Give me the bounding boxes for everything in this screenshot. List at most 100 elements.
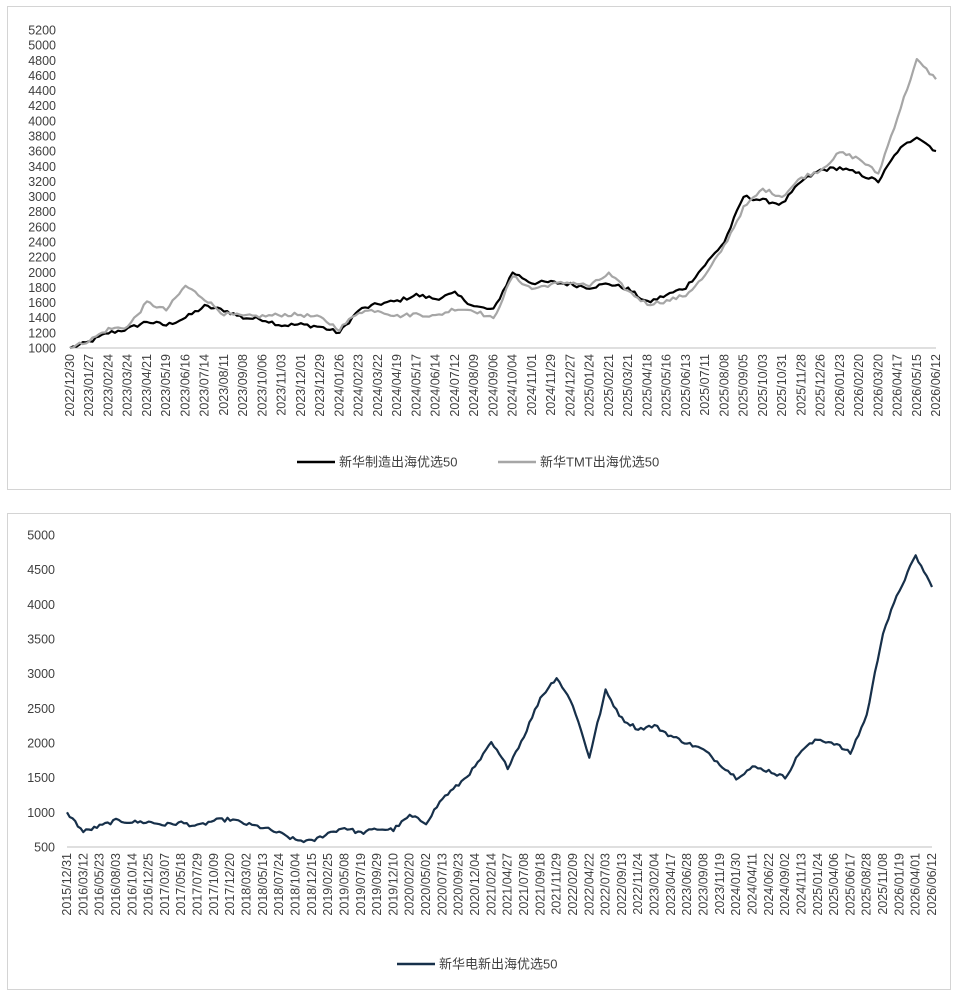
x-tick-label: 2019/07/19 xyxy=(354,853,368,916)
x-tick-label: 2026/01/23 xyxy=(833,354,847,417)
x-tick-label: 2023/05/19 xyxy=(159,354,173,417)
x-tick-label: 2015/12/31 xyxy=(60,853,74,916)
x-tick-label: 2025/08/28 xyxy=(860,853,874,916)
y-tick-label: 3000 xyxy=(28,190,56,204)
x-tick-label: 2025/10/03 xyxy=(756,354,770,417)
x-tick-label: 2025/06/13 xyxy=(679,354,693,417)
x-tick-label: 2023/01/27 xyxy=(82,354,96,417)
x-tick-label: 2018/10/04 xyxy=(288,853,302,916)
y-tick-label: 1400 xyxy=(28,311,56,325)
y-tick-label: 3200 xyxy=(28,175,56,189)
x-tick-label: 2024/10/04 xyxy=(506,354,520,417)
x-tick-label: 2025/11/08 xyxy=(876,853,890,915)
x-tick-label: 2021/09/18 xyxy=(533,853,547,916)
y-tick-label: 3800 xyxy=(28,130,56,144)
series-line xyxy=(69,58,937,350)
x-tick-label: 2024/06/14 xyxy=(429,354,443,417)
y-tick-label: 2500 xyxy=(27,702,55,716)
x-tick-label: 2024/01/26 xyxy=(332,354,346,417)
x-tick-label: 2024/11/01 xyxy=(525,354,539,416)
x-tick-label: 2025/03/21 xyxy=(621,354,635,417)
legend-label: 新华TMT出海优选50 xyxy=(540,455,659,470)
x-tick-label: 2023/10/06 xyxy=(255,354,269,417)
x-tick-label: 2024/04/11 xyxy=(745,853,759,915)
x-tick-label: 2023/12/29 xyxy=(313,354,327,417)
x-tick-label: 2023/02/24 xyxy=(101,354,115,417)
y-tick-label: 3600 xyxy=(28,145,56,159)
chart-panel-new-energy xyxy=(7,513,951,990)
x-tick-label: 2024/12/27 xyxy=(563,354,577,417)
y-tick-label: 5000 xyxy=(27,529,55,543)
y-tick-label: 2800 xyxy=(28,205,56,219)
x-tick-label: 2024/05/17 xyxy=(409,354,423,417)
x-tick-label: 2025/12/26 xyxy=(814,354,828,417)
x-tick-label: 2021/11/29 xyxy=(550,853,564,915)
x-tick-label: 2023/04/21 xyxy=(140,354,154,417)
x-tick-label: 2023/12/01 xyxy=(294,354,308,417)
x-tick-label: 2021/04/27 xyxy=(501,853,515,916)
x-tick-label: 2024/01/30 xyxy=(729,853,743,916)
x-tick-label: 2017/12/20 xyxy=(223,853,237,916)
y-tick-label: 1600 xyxy=(28,296,56,310)
y-tick-label: 4000 xyxy=(27,598,55,612)
x-tick-label: 2024/03/22 xyxy=(371,354,385,417)
x-tick-label: 2026/05/15 xyxy=(910,354,924,417)
x-tick-label: 2025/04/18 xyxy=(640,354,654,417)
x-tick-label: 2024/09/02 xyxy=(778,853,792,916)
y-tick-label: 3000 xyxy=(27,667,55,681)
y-tick-label: 500 xyxy=(34,841,55,855)
x-tick-label: 2024/08/09 xyxy=(467,354,481,417)
x-tick-label: 2023/11/19 xyxy=(713,853,727,915)
y-tick-label: 4000 xyxy=(28,114,56,128)
x-tick-label: 2017/03/07 xyxy=(158,853,172,916)
x-tick-label: 2026/03/20 xyxy=(871,354,885,417)
x-tick-label: 2022/07/03 xyxy=(599,853,613,916)
x-tick-label: 2022/11/24 xyxy=(631,853,645,915)
x-tick-label: 2018/12/15 xyxy=(305,853,319,916)
y-tick-label: 1500 xyxy=(27,771,55,785)
series-line xyxy=(69,136,937,349)
x-tick-label: 2025/01/24 xyxy=(583,354,597,417)
y-tick-label: 1800 xyxy=(28,281,56,295)
x-tick-label: 2016/10/14 xyxy=(125,853,139,916)
chart-panel-manufacturing-tmt xyxy=(7,6,951,490)
x-tick-label: 2023/08/11 xyxy=(217,354,231,416)
y-tick-label: 2400 xyxy=(28,236,56,250)
x-tick-label: 2026/02/20 xyxy=(852,354,866,417)
y-tick-label: 4400 xyxy=(28,84,56,98)
y-tick-label: 2200 xyxy=(28,251,56,265)
x-tick-label: 2018/03/02 xyxy=(240,853,254,916)
x-tick-label: 2018/05/13 xyxy=(256,853,270,916)
x-tick-label: 2025/04/06 xyxy=(827,853,841,916)
x-tick-label: 2021/07/08 xyxy=(517,853,531,916)
x-tick-label: 2020/05/02 xyxy=(419,853,433,916)
x-tick-label: 2025/05/16 xyxy=(660,354,674,417)
x-tick-label: 2023/09/08 xyxy=(697,853,711,916)
x-tick-label: 2022/04/22 xyxy=(582,853,596,916)
x-tick-label: 2024/11/29 xyxy=(544,354,558,416)
x-tick-label: 2023/04/17 xyxy=(664,853,678,916)
x-tick-label: 2023/03/24 xyxy=(121,354,135,417)
y-tick-label: 5000 xyxy=(28,39,56,53)
x-tick-label: 2025/06/17 xyxy=(843,853,857,916)
x-tick-label: 2025/02/21 xyxy=(602,354,616,417)
x-tick-label: 2018/07/24 xyxy=(272,853,286,916)
x-tick-label: 2019/05/08 xyxy=(337,853,351,916)
y-tick-label: 2600 xyxy=(28,220,56,234)
x-tick-label: 2024/09/06 xyxy=(486,354,500,417)
x-tick-label: 2016/12/25 xyxy=(142,853,156,916)
x-tick-label: 2026/04/01 xyxy=(909,853,923,916)
y-tick-label: 2000 xyxy=(28,266,56,280)
x-tick-label: 2016/08/03 xyxy=(109,853,123,916)
x-tick-label: 2025/07/11 xyxy=(698,354,712,416)
y-tick-label: 4200 xyxy=(28,99,56,113)
x-tick-label: 2024/07/12 xyxy=(448,354,462,417)
y-tick-label: 4800 xyxy=(28,54,56,68)
x-tick-label: 2026/04/17 xyxy=(891,354,905,417)
x-tick-label: 2016/03/12 xyxy=(76,853,90,916)
legend-label: 新华制造出海优选50 xyxy=(339,455,457,470)
x-tick-label: 2019/09/29 xyxy=(370,853,384,916)
x-tick-label: 2025/01/24 xyxy=(811,853,825,916)
x-tick-label: 2020/02/20 xyxy=(403,853,417,916)
